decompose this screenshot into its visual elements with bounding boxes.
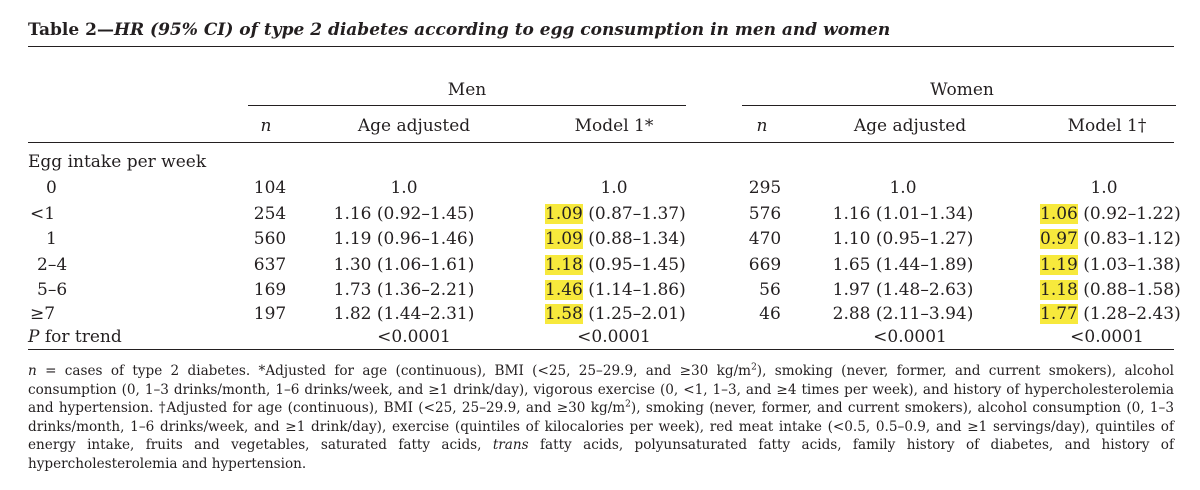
women-model1-cell: 1.19 (1.03–1.38) — [1040, 255, 1181, 275]
women-model1-hr: 1.0 — [1090, 178, 1118, 198]
table-number: Table 2— — [28, 20, 114, 40]
col-header-men-model1: Model 1* — [574, 116, 654, 136]
women-model1-hr: 1.19 — [1040, 255, 1078, 275]
men-age-cell: 1.0 — [390, 178, 418, 198]
men-age-cell: 1.19 (0.96–1.46) — [333, 229, 475, 249]
men-model1-hr: 1.0 — [600, 178, 628, 198]
women-n-cell: 576 — [748, 204, 782, 224]
group-header-women: Women — [930, 80, 994, 100]
col-header-women-model1: Model 1† — [1067, 116, 1147, 136]
men-model1-cell: 1.09 (0.87–1.37) — [545, 204, 686, 224]
women-model1-cell: 1.18 (0.88–1.58) — [1040, 280, 1181, 300]
trend-men-age: <0.0001 — [377, 327, 451, 347]
col-header-women-age: Age adjusted — [853, 116, 967, 136]
women-model1-ci: (1.03–1.38) — [1077, 255, 1181, 275]
women-model1-cell: 0.97 (0.83–1.12) — [1040, 229, 1181, 249]
footnote-n-symbol: n — [28, 363, 37, 379]
row-label: 0 — [46, 178, 57, 198]
trend-label-p: P — [28, 327, 40, 347]
men-age-cell: 1.16 (0.92–1.45) — [333, 204, 475, 224]
women-model1-cell: 1.06 (0.92–1.22) — [1040, 204, 1181, 224]
men-model1-ci: (0.88–1.34) — [582, 229, 686, 249]
women-model1-hr: 1.77 — [1040, 304, 1078, 324]
women-age-cell: 1.16 (1.01–1.34) — [832, 204, 974, 224]
men-model1-cell: 1.09 (0.88–1.34) — [545, 229, 686, 249]
men-model1-cell: 1.58 (1.25–2.01) — [545, 304, 686, 324]
women-model1-cell: 1.77 (1.28–2.43) — [1040, 304, 1181, 324]
row-label: 1 — [46, 229, 57, 249]
men-age-cell: 1.82 (1.44–2.31) — [333, 304, 475, 324]
trend-label-rest: for trend — [39, 327, 122, 347]
women-model1-ci: (0.92–1.22) — [1077, 204, 1181, 224]
women-n-cell: 669 — [748, 255, 782, 275]
bottom-rule — [28, 349, 1174, 350]
women-model1-cell: 1.0 — [1090, 178, 1117, 198]
women-model1-hr: 0.97 — [1040, 229, 1078, 249]
men-model1-hr: 1.58 — [545, 304, 583, 324]
header-rule — [28, 142, 1174, 143]
men-n-cell: 560 — [253, 229, 287, 249]
men-n-cell: 104 — [253, 178, 287, 198]
men-model1-cell: 1.18 (0.95–1.45) — [545, 255, 686, 275]
men-model1-ci: (1.14–1.86) — [582, 280, 686, 300]
footnote-text-c: ), smoking (never, former, and current s… — [28, 400, 1174, 453]
men-n-cell: 169 — [253, 280, 287, 300]
women-model1-hr: 1.18 — [1040, 280, 1078, 300]
women-group-rule — [742, 105, 1176, 106]
men-model1-hr: 1.09 — [545, 204, 583, 224]
col-header-women-n: n — [756, 116, 768, 136]
women-age-cell: 1.65 (1.44–1.89) — [832, 255, 974, 275]
trend-women-model1: <0.0001 — [1070, 327, 1144, 347]
trend-women-age: <0.0001 — [873, 327, 947, 347]
men-model1-ci: (0.95–1.45) — [582, 255, 686, 275]
women-model1-ci: (0.83–1.12) — [1077, 229, 1181, 249]
row-label: 2–4 — [37, 255, 68, 275]
footnote-superscript: 2 — [751, 362, 757, 373]
men-model1-hr: 1.46 — [545, 280, 583, 300]
men-model1-ci: (1.25–2.01) — [582, 304, 686, 324]
men-n-cell: 197 — [253, 304, 287, 324]
men-model1-ci: (0.87–1.37) — [582, 204, 686, 224]
women-age-cell: 1.97 (1.48–2.63) — [832, 280, 974, 300]
women-n-cell: 470 — [748, 229, 782, 249]
trend-label: P for trend — [28, 327, 122, 347]
row-label: ≥7 — [30, 304, 56, 324]
men-n-cell: 254 — [253, 204, 287, 224]
col-header-men-n: n — [260, 116, 272, 136]
footnote-trans-word: trans — [492, 437, 529, 453]
table-caption: HR (95% CI) of type 2 diabetes according… — [113, 20, 891, 40]
footnote-text-d: fatty acids, polyunsaturated fatty acids… — [28, 437, 1174, 472]
men-model1-cell: 1.0 — [600, 178, 627, 198]
women-age-cell: 1.0 — [889, 178, 917, 198]
women-age-cell: 1.10 (0.95–1.27) — [832, 229, 974, 249]
table-title: Table 2—HR (95% CI) of type 2 diabetes a… — [28, 20, 890, 40]
women-n-cell: 56 — [759, 280, 781, 300]
women-n-cell: 295 — [748, 178, 782, 198]
men-group-rule — [248, 105, 686, 106]
women-model1-hr: 1.06 — [1040, 204, 1078, 224]
footnote-text-a: = cases of type 2 diabetes. *Adjusted fo… — [36, 363, 752, 379]
trend-men-model1: <0.0001 — [577, 327, 651, 347]
footnote-superscript: 2 — [625, 399, 631, 410]
table-footnote: n = cases of type 2 diabetes. *Adjusted … — [28, 362, 1174, 473]
row-label: <1 — [30, 204, 56, 224]
men-age-cell: 1.73 (1.36–2.21) — [333, 280, 475, 300]
row-label: 5–6 — [37, 280, 68, 300]
women-age-cell: 2.88 (2.11–3.94) — [832, 304, 974, 324]
women-n-cell: 46 — [759, 304, 781, 324]
col-header-men-age: Age adjusted — [357, 116, 471, 136]
footnote-text-b: ), smoking (never, former, and current s… — [28, 363, 1174, 416]
men-model1-cell: 1.46 (1.14–1.86) — [545, 280, 686, 300]
women-model1-ci: (1.28–2.43) — [1077, 304, 1181, 324]
men-n-cell: 637 — [253, 255, 287, 275]
women-model1-ci: (0.88–1.58) — [1077, 280, 1181, 300]
men-model1-hr: 1.09 — [545, 229, 583, 249]
group-header-men: Men — [447, 80, 487, 100]
top-rule — [28, 46, 1174, 47]
section-label: Egg intake per week — [28, 152, 207, 172]
men-age-cell: 1.30 (1.06–1.61) — [333, 255, 475, 275]
men-model1-hr: 1.18 — [545, 255, 583, 275]
